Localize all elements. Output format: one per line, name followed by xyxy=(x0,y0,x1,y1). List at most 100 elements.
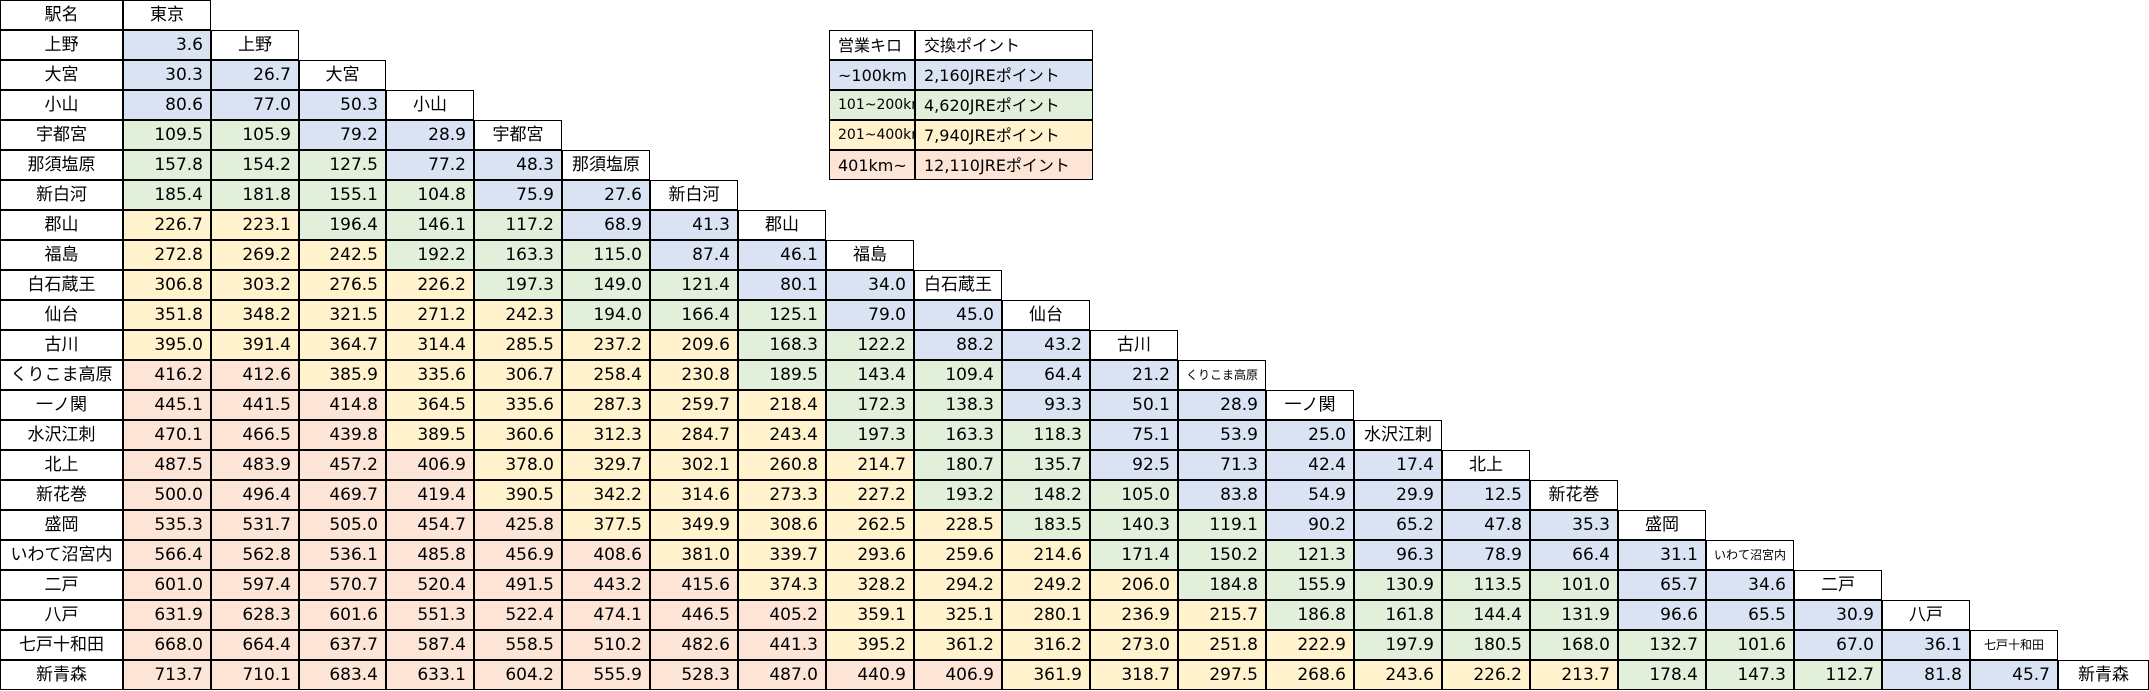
distance-cell: 293.6 xyxy=(826,540,914,570)
distance-cell: 28.9 xyxy=(386,120,474,150)
distance-cell: 601.0 xyxy=(123,570,211,600)
distance-cell: 104.8 xyxy=(386,180,474,210)
distance-cell: 284.7 xyxy=(650,420,738,450)
distance-cell: 446.5 xyxy=(650,600,738,630)
distance-cell: 321.5 xyxy=(299,300,386,330)
row-station-label: 水沢江刺 xyxy=(0,420,123,450)
distance-cell: 47.8 xyxy=(1442,510,1530,540)
distance-cell: 242.5 xyxy=(299,240,386,270)
distance-cell: 485.8 xyxy=(386,540,474,570)
distance-cell: 474.1 xyxy=(562,600,650,630)
distance-cell: 192.2 xyxy=(386,240,474,270)
distance-cell: 328.2 xyxy=(826,570,914,600)
distance-cell: 342.2 xyxy=(562,480,650,510)
distance-cell: 258.4 xyxy=(562,360,650,390)
distance-cell: 90.2 xyxy=(1266,510,1354,540)
distance-cell: 316.2 xyxy=(1002,630,1090,660)
distance-cell: 65.5 xyxy=(1706,600,1794,630)
distance-cell: 17.4 xyxy=(1354,450,1442,480)
distance-cell: 318.7 xyxy=(1090,660,1178,690)
distance-cell: 155.9 xyxy=(1266,570,1354,600)
distance-cell: 75.9 xyxy=(474,180,562,210)
distance-cell: 528.3 xyxy=(650,660,738,690)
distance-cell: 469.7 xyxy=(299,480,386,510)
distance-cell: 87.4 xyxy=(650,240,738,270)
distance-cell: 276.5 xyxy=(299,270,386,300)
distance-cell: 303.2 xyxy=(211,270,299,300)
distance-cell: 79.2 xyxy=(299,120,386,150)
row-station-label: 北上 xyxy=(0,450,123,480)
distance-cell: 180.7 xyxy=(914,450,1002,480)
distance-cell: 440.9 xyxy=(826,660,914,690)
distance-cell: 185.4 xyxy=(123,180,211,210)
distance-cell: 101.0 xyxy=(1530,570,1618,600)
distance-cell: 154.2 xyxy=(211,150,299,180)
distance-cell: 443.2 xyxy=(562,570,650,600)
distance-cell: 228.5 xyxy=(914,510,1002,540)
distance-cell: 505.0 xyxy=(299,510,386,540)
station-label: 東京 xyxy=(123,0,211,30)
distance-cell: 53.9 xyxy=(1178,420,1266,450)
distance-cell: 144.4 xyxy=(1442,600,1530,630)
legend-range: ~100km xyxy=(829,60,915,90)
distance-cell: 237.2 xyxy=(562,330,650,360)
distance-cell: 408.6 xyxy=(562,540,650,570)
distance-cell: 214.7 xyxy=(826,450,914,480)
distance-cell: 361.9 xyxy=(1002,660,1090,690)
distance-cell: 285.5 xyxy=(474,330,562,360)
distance-cell: 259.6 xyxy=(914,540,1002,570)
distance-cell: 349.9 xyxy=(650,510,738,540)
row-station-label: 七戸十和田 xyxy=(0,630,123,660)
distance-cell: 121.4 xyxy=(650,270,738,300)
distance-cell: 522.4 xyxy=(474,600,562,630)
distance-cell: 71.3 xyxy=(1178,450,1266,480)
distance-cell: 96.3 xyxy=(1354,540,1442,570)
distance-cell: 312.3 xyxy=(562,420,650,450)
distance-cell: 75.1 xyxy=(1090,420,1178,450)
distance-cell: 64.4 xyxy=(1002,360,1090,390)
distance-cell: 308.6 xyxy=(738,510,826,540)
distance-cell: 46.1 xyxy=(738,240,826,270)
row-station-label: 盛岡 xyxy=(0,510,123,540)
distance-cell: 405.2 xyxy=(738,600,826,630)
distance-cell: 105.9 xyxy=(211,120,299,150)
distance-cell: 441.5 xyxy=(211,390,299,420)
distance-cell: 163.3 xyxy=(474,240,562,270)
distance-cell: 50.1 xyxy=(1090,390,1178,420)
distance-cell: 157.8 xyxy=(123,150,211,180)
legend-points: 7,940JREポイント xyxy=(915,120,1093,150)
row-station-label: 新白河 xyxy=(0,180,123,210)
distance-cell: 226.2 xyxy=(386,270,474,300)
distance-cell: 364.5 xyxy=(386,390,474,420)
distance-cell: 168.0 xyxy=(1530,630,1618,660)
distance-cell: 88.2 xyxy=(914,330,1002,360)
distance-cell: 12.5 xyxy=(1442,480,1530,510)
distance-cell: 223.1 xyxy=(211,210,299,240)
distance-cell: 601.6 xyxy=(299,600,386,630)
legend-points: 4,620JREポイント xyxy=(915,90,1093,120)
diagonal-station-label: 古川 xyxy=(1090,330,1178,360)
distance-cell: 500.0 xyxy=(123,480,211,510)
diagonal-station-label: 仙台 xyxy=(1002,300,1090,330)
distance-cell: 193.2 xyxy=(914,480,1002,510)
distance-cell: 483.9 xyxy=(211,450,299,480)
distance-cell: 30.9 xyxy=(1794,600,1882,630)
distance-cell: 306.7 xyxy=(474,360,562,390)
row-station-label: 仙台 xyxy=(0,300,123,330)
distance-cell: 406.9 xyxy=(386,450,474,480)
distance-cell: 445.1 xyxy=(123,390,211,420)
distance-cell: 441.3 xyxy=(738,630,826,660)
row-station-label: 八戸 xyxy=(0,600,123,630)
diagonal-station-label: 福島 xyxy=(826,240,914,270)
distance-cell: 287.3 xyxy=(562,390,650,420)
distance-cell: 415.6 xyxy=(650,570,738,600)
distance-cell: 377.5 xyxy=(562,510,650,540)
distance-cell: 558.5 xyxy=(474,630,562,660)
distance-cell: 222.9 xyxy=(1266,630,1354,660)
distance-cell: 21.2 xyxy=(1090,360,1178,390)
distance-cell: 78.9 xyxy=(1442,540,1530,570)
legend-header-points: 交換ポイント xyxy=(915,30,1093,60)
diagonal-station-label: 八戸 xyxy=(1882,600,1970,630)
diagonal-station-label: 一ノ関 xyxy=(1266,390,1354,420)
distance-cell: 115.0 xyxy=(562,240,650,270)
